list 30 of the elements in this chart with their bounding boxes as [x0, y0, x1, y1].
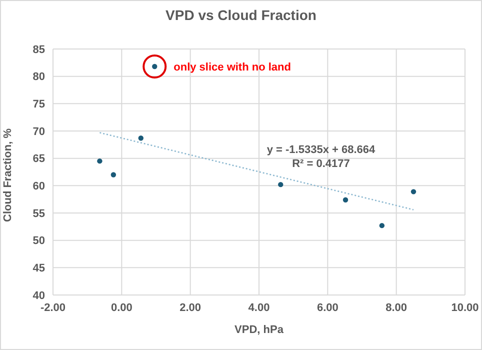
annotation: R² = 0.4177 — [291, 158, 351, 170]
annotation: only slice with no land — [174, 61, 291, 74]
y-tick-label: 55 — [32, 208, 45, 220]
x-tick-label: -2.00 — [40, 302, 66, 314]
point — [278, 182, 284, 188]
y-tick-label: 60 — [32, 180, 45, 193]
y-axis-title: Cloud Fraction, % — [2, 128, 14, 222]
point — [97, 158, 102, 164]
y-tick-label: 45 — [32, 262, 45, 275]
x-tick-label: 4.00 — [248, 302, 270, 314]
y-tick-label: 80 — [32, 71, 45, 84]
point — [379, 222, 385, 228]
annotation: y = -1.5335x + 68.664 — [266, 144, 376, 156]
x-axis-title: VPD, hPa — [234, 324, 284, 336]
point — [342, 197, 348, 202]
x-tick-label: 8.00 — [386, 302, 408, 314]
x-tick-label: 6.00 — [316, 302, 338, 314]
point — [110, 172, 116, 178]
x-tick-label: 10.00 — [451, 302, 479, 314]
y-tick-label: 50 — [32, 235, 45, 248]
point — [138, 136, 144, 141]
x-tick-label: 0.00 — [110, 302, 132, 314]
x-tick-label: 2.00 — [180, 302, 202, 314]
y-tick-label: 40 — [32, 290, 45, 302]
y-tick-label: 75 — [32, 98, 45, 111]
point — [410, 189, 416, 194]
y-tick-label: 70 — [32, 126, 45, 138]
y-tick-label: 85 — [32, 44, 45, 56]
y-tick-label: 65 — [32, 153, 45, 166]
chart-title: VPD vs Cloud Fraction — [164, 7, 318, 23]
